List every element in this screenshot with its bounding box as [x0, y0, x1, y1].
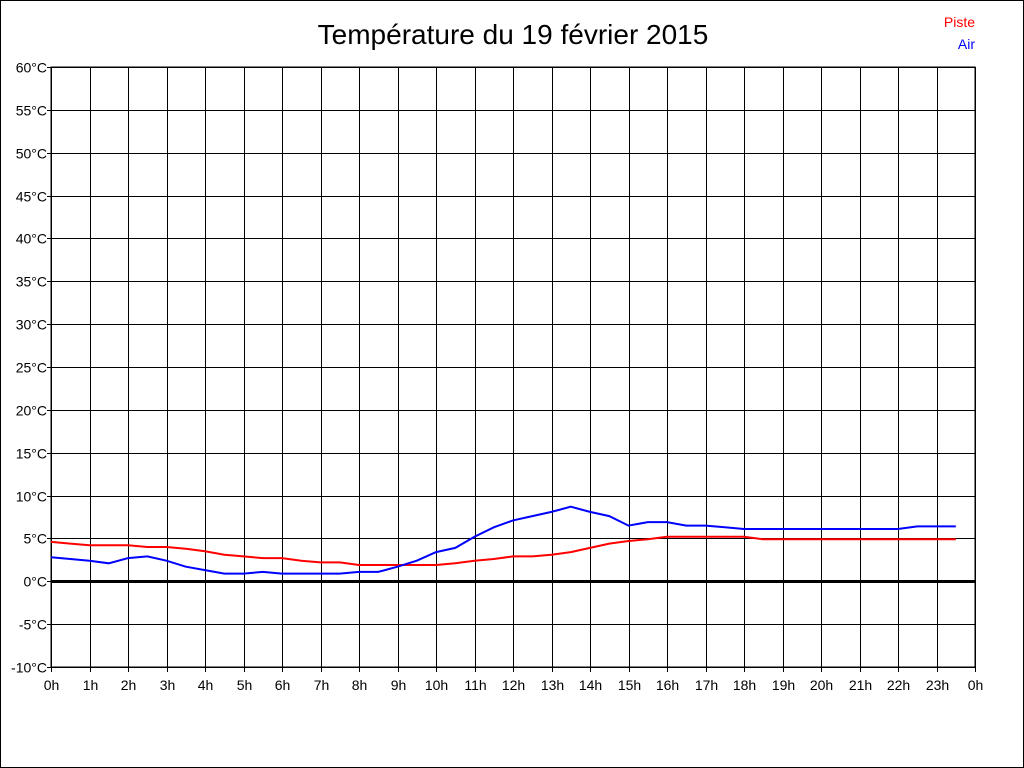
x-tick-label: 3h	[160, 677, 176, 693]
y-tick-label: 60°C	[16, 60, 47, 76]
x-tick-label: 23h	[926, 677, 949, 693]
y-tick-label: 45°C	[16, 189, 47, 205]
x-tick-label: 0h	[44, 677, 60, 693]
x-tick-label: 8h	[352, 677, 368, 693]
legend-piste: Piste	[943, 14, 975, 30]
x-tick-label: 6h	[275, 677, 291, 693]
y-tick-label: 50°C	[16, 146, 47, 162]
legend-air: Air	[957, 36, 975, 52]
y-tick-label: 0°C	[24, 574, 48, 590]
x-tick-label: 10h	[425, 677, 448, 693]
y-tick-label: 10°C	[16, 489, 47, 505]
x-tick-label: 4h	[198, 677, 214, 693]
y-tick-label: 5°C	[24, 531, 48, 547]
x-tick-label: 0h	[968, 677, 984, 693]
x-tick-label: 14h	[579, 677, 602, 693]
x-tick-label: 9h	[391, 677, 407, 693]
chart-title: Température du 19 février 2015	[317, 19, 709, 50]
x-tick-label: 7h	[314, 677, 330, 693]
series-line-air	[50, 505, 956, 575]
x-tick-label: 1h	[83, 677, 99, 693]
y-tick-label: -10°C	[11, 660, 47, 676]
x-tick-label: 12h	[502, 677, 525, 693]
x-tick-label: 15h	[618, 677, 641, 693]
x-tick-label: 11h	[464, 677, 486, 693]
x-tick-label: 18h	[733, 677, 756, 693]
x-tick-label: 20h	[810, 677, 833, 693]
y-tick-label: -5°C	[19, 617, 47, 633]
x-tick-label: 21h	[849, 677, 872, 693]
y-tick-label: 40°C	[16, 231, 47, 247]
y-tick-label: 25°C	[16, 360, 47, 376]
y-tick-label: 15°C	[16, 446, 47, 462]
x-tick-label: 5h	[237, 677, 253, 693]
x-tick-label: 16h	[656, 677, 679, 693]
x-tick-label: 17h	[695, 677, 718, 693]
x-tick-label: 2h	[121, 677, 137, 693]
x-tick-label: 22h	[887, 677, 910, 693]
y-tick-label: 30°C	[16, 317, 47, 333]
x-tick-label: 19h	[772, 677, 795, 693]
y-tick-label: 55°C	[16, 103, 47, 119]
series-line-piste	[50, 535, 956, 566]
y-tick-label: 20°C	[16, 403, 47, 419]
y-tick-label: 35°C	[16, 274, 47, 290]
x-tick-label: 13h	[541, 677, 564, 693]
